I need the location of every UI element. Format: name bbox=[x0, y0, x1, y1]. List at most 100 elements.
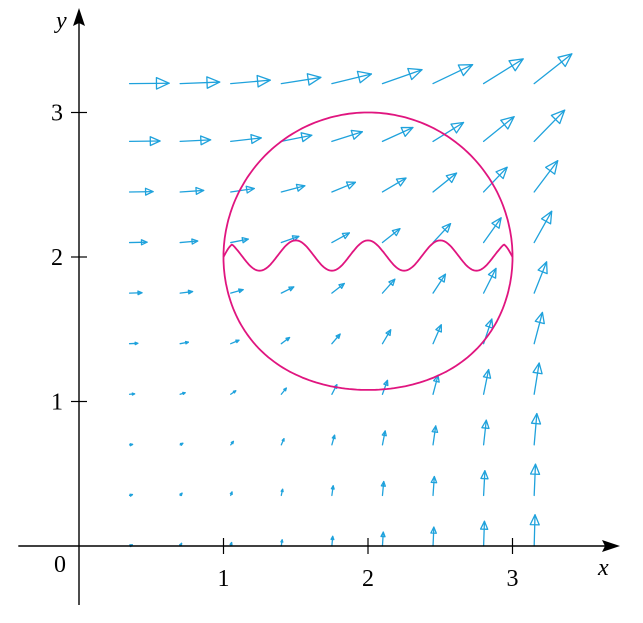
wavy-curve bbox=[222, 239, 514, 272]
vector-arrow bbox=[280, 286, 295, 294]
vector-arrow bbox=[430, 475, 438, 497]
vector-arrow bbox=[280, 183, 306, 193]
vector-arrow bbox=[230, 185, 255, 194]
vector-arrow bbox=[533, 160, 559, 193]
x-tick-label-1: 1 bbox=[218, 566, 230, 592]
outer-curve bbox=[222, 111, 514, 391]
vector-arrow bbox=[482, 217, 502, 244]
vector-arrow bbox=[230, 134, 262, 145]
vector-arrow bbox=[432, 273, 447, 294]
vector-arrow bbox=[280, 488, 284, 497]
vector-arrow bbox=[482, 267, 497, 294]
y-tick-label-2: 2 bbox=[51, 245, 63, 271]
vector-arrow bbox=[529, 463, 541, 497]
vector-arrow bbox=[432, 64, 474, 85]
vector-arrow bbox=[179, 186, 205, 195]
vector-arrow bbox=[331, 434, 336, 446]
vector-arrow bbox=[230, 339, 240, 345]
vector-arrow bbox=[179, 340, 190, 345]
vector-arrow bbox=[380, 531, 386, 547]
x-tick-label-3: 3 bbox=[507, 566, 519, 592]
x-tick-label-2: 2 bbox=[362, 566, 374, 592]
axes: 1 2 3 1 2 3 bbox=[18, 8, 620, 605]
vector-arrow bbox=[331, 333, 341, 345]
vector-arrow bbox=[280, 235, 300, 244]
vector-arrow bbox=[533, 109, 566, 143]
vector-arrow bbox=[432, 172, 458, 193]
vector-arrow bbox=[381, 126, 414, 143]
vector-arrow bbox=[533, 53, 573, 85]
vector-arrow bbox=[482, 166, 508, 193]
y-axis-label: y bbox=[54, 8, 67, 34]
vector-arrow bbox=[381, 177, 407, 193]
y-tick-label-1: 1 bbox=[51, 390, 63, 416]
vector-arrow bbox=[330, 535, 335, 547]
vector-arrow bbox=[331, 282, 345, 294]
origin-label: 0 bbox=[54, 552, 66, 578]
vector-arrow bbox=[479, 520, 489, 547]
vector-arrow bbox=[229, 491, 233, 497]
vector-field bbox=[128, 53, 573, 548]
vector-arrow bbox=[230, 237, 249, 244]
vector-arrow bbox=[381, 430, 387, 446]
vector-arrow bbox=[380, 480, 386, 497]
vector-arrow bbox=[381, 228, 401, 244]
vector-arrow bbox=[128, 76, 170, 90]
vector-arrow bbox=[230, 74, 271, 88]
vector-arrow bbox=[280, 73, 322, 86]
vector-arrow bbox=[128, 443, 134, 447]
x-axis-arrowhead bbox=[602, 540, 620, 552]
vector-arrow bbox=[230, 390, 237, 395]
vector-arrow bbox=[230, 440, 235, 446]
x-axis-ticks: 1 2 3 bbox=[218, 538, 519, 592]
vector-arrow bbox=[432, 374, 440, 395]
vector-arrow bbox=[533, 311, 545, 345]
vector-arrow bbox=[179, 289, 194, 295]
vector-arrow bbox=[432, 222, 452, 244]
vector-arrow bbox=[330, 485, 335, 497]
vector-arrow bbox=[128, 341, 139, 346]
vector-arrow bbox=[280, 132, 313, 143]
vector-arrow bbox=[128, 239, 148, 246]
vector-arrow bbox=[331, 232, 351, 244]
vector-arrow bbox=[128, 392, 136, 396]
y-tick-label-3: 3 bbox=[51, 101, 63, 127]
vector-arrow bbox=[529, 514, 540, 547]
vector-arrow bbox=[128, 493, 134, 497]
vector-arrow bbox=[482, 116, 515, 143]
vector-arrow bbox=[331, 129, 364, 143]
vector-arrow bbox=[230, 288, 244, 294]
vector-arrow bbox=[482, 58, 524, 85]
vector-arrow bbox=[280, 438, 285, 446]
vector-arrow bbox=[280, 336, 291, 345]
vector-arrow bbox=[179, 135, 212, 146]
vector-arrow bbox=[431, 425, 439, 446]
vector-arrow bbox=[331, 181, 357, 193]
vector-arrow bbox=[128, 290, 143, 296]
vector-arrow bbox=[128, 136, 161, 147]
vector-arrow bbox=[480, 470, 489, 497]
vector-arrow bbox=[533, 261, 548, 294]
vector-arrow bbox=[381, 278, 396, 294]
x-axis-label: x bbox=[597, 555, 609, 581]
vector-arrow bbox=[179, 76, 221, 89]
closed-curve bbox=[222, 111, 514, 391]
vector-arrow bbox=[530, 412, 542, 446]
vector-arrow bbox=[179, 391, 186, 395]
vector-arrow bbox=[432, 324, 443, 345]
y-axis-arrowhead bbox=[73, 8, 85, 26]
y-axis-ticks: 1 2 3 bbox=[51, 101, 87, 416]
vector-arrow bbox=[381, 379, 389, 395]
vector-arrow bbox=[381, 67, 423, 85]
vector-arrow bbox=[179, 492, 183, 497]
vector-arrow bbox=[533, 210, 553, 244]
vector-arrow bbox=[532, 362, 543, 395]
vector-arrow bbox=[179, 238, 199, 245]
vector-arrow bbox=[482, 368, 492, 395]
vector-arrow bbox=[128, 187, 154, 196]
vector-arrow bbox=[280, 387, 287, 395]
vector-arrow bbox=[331, 70, 373, 85]
vector-arrow bbox=[280, 539, 284, 547]
vector-arrow bbox=[432, 121, 465, 143]
